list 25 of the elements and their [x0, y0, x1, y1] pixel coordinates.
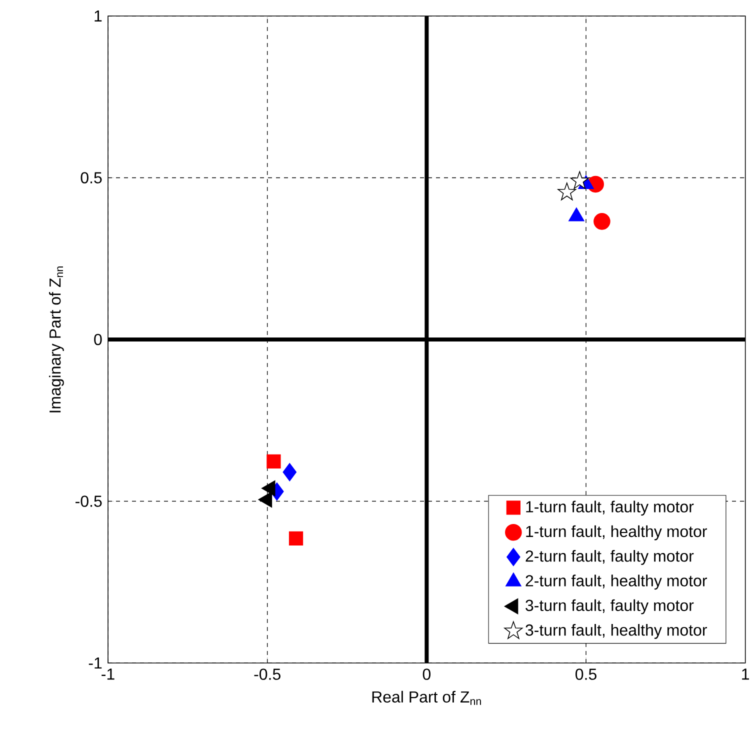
y-tick-label: 0.5	[80, 172, 102, 184]
legend-label: 1-turn fault, faulty motor	[526, 500, 694, 516]
legend-label: 2-turn fault, faulty motor	[526, 550, 694, 565]
legend-label: 2-turn fault, healthy motor	[526, 574, 707, 590]
y-tick-label: -0.5	[76, 496, 102, 507]
legend-label: 1-turn fault, healthy motor	[526, 525, 707, 540]
y-tick-label: -1	[88, 658, 102, 669]
x-tick-label: 0	[422, 668, 431, 680]
point	[266, 454, 281, 469]
x-tick-label: 0.5	[576, 668, 596, 680]
x-tick-label: -1	[102, 668, 114, 680]
y-tick-label: 0	[94, 334, 102, 346]
y-tick-label: 1	[94, 10, 102, 22]
legend-label: 3-turn fault, faulty motor	[526, 599, 694, 614]
point	[282, 463, 297, 482]
x-axis-title: Real Part of Z$_{nn}$	[372, 690, 481, 705]
y-axis-title: Imaginary Part of Z$_{nn}$	[48, 266, 64, 412]
x-tick-label: -0.5	[254, 668, 280, 680]
legend-label: 3-turn fault, healthy motor	[526, 624, 707, 639]
point	[288, 531, 304, 546]
point	[568, 208, 584, 222]
x-tick-label: 1	[742, 668, 750, 680]
point	[594, 213, 610, 230]
point	[570, 171, 589, 189]
point	[558, 182, 576, 200]
